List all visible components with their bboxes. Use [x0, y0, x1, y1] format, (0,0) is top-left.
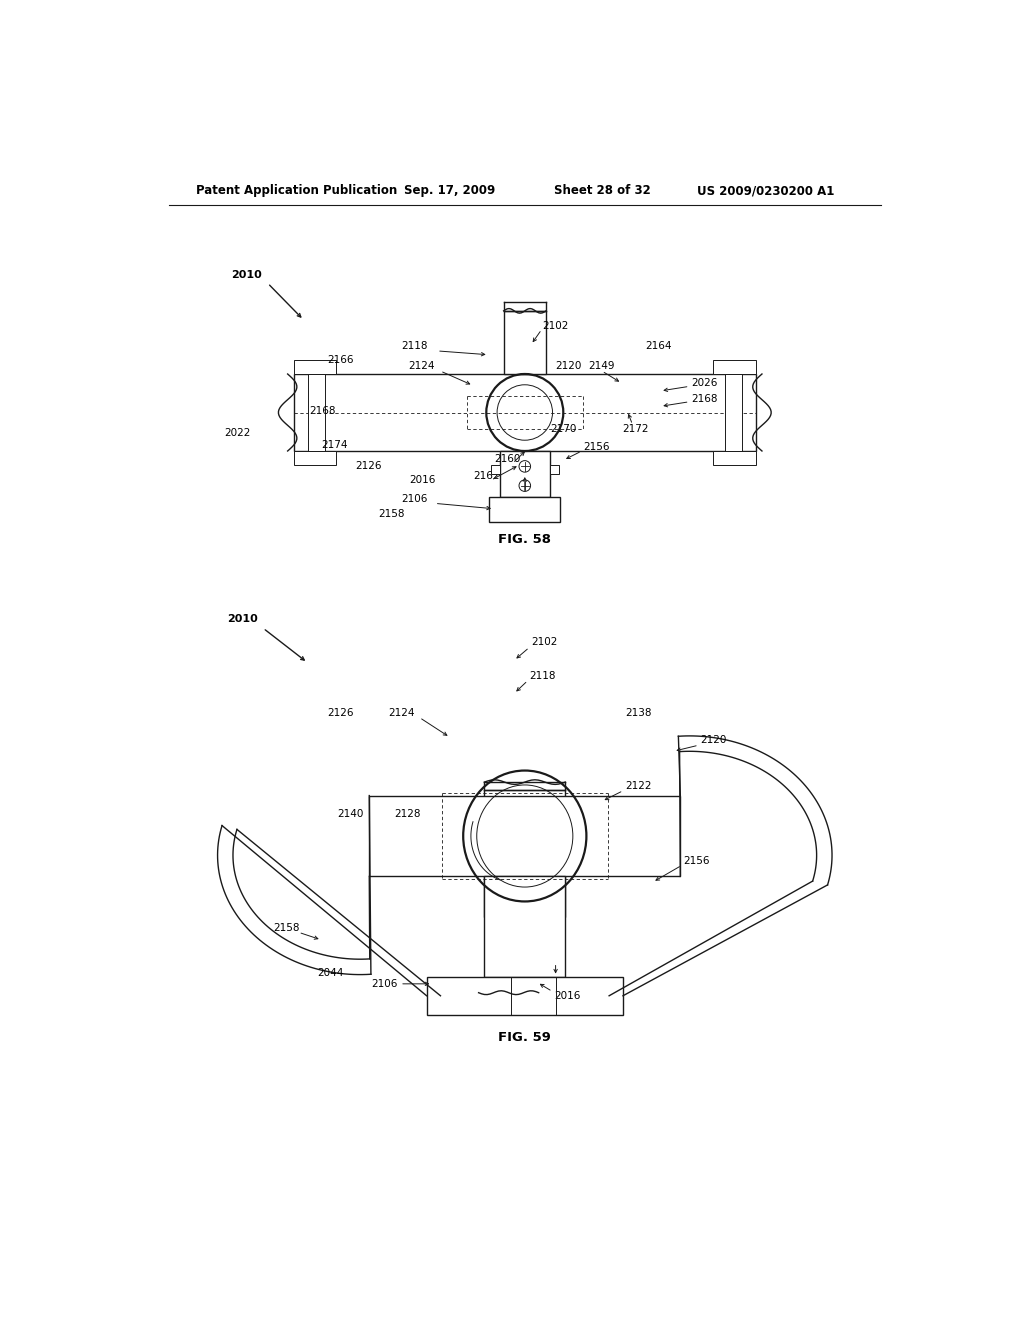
- Text: 2106: 2106: [371, 979, 397, 989]
- Text: 2106: 2106: [401, 494, 428, 504]
- Text: 2016: 2016: [554, 991, 581, 1001]
- Text: 2160: 2160: [494, 454, 520, 463]
- Text: 2016: 2016: [410, 475, 435, 486]
- Text: 2168: 2168: [309, 407, 336, 416]
- Text: 2124: 2124: [388, 708, 415, 718]
- Text: FIG. 59: FIG. 59: [499, 1031, 551, 1044]
- Bar: [294, 374, 756, 451]
- Text: 2158: 2158: [379, 510, 406, 519]
- Bar: [427, 977, 623, 1015]
- Bar: [489, 498, 560, 521]
- Bar: [484, 789, 565, 917]
- Text: Sheet 28 of 32: Sheet 28 of 32: [554, 185, 651, 197]
- Text: 2120: 2120: [556, 362, 582, 371]
- Text: 2118: 2118: [401, 342, 428, 351]
- Text: 2126: 2126: [355, 462, 382, 471]
- Text: 2166: 2166: [327, 355, 353, 366]
- Text: 2126: 2126: [327, 708, 353, 718]
- Text: 2124: 2124: [408, 362, 434, 371]
- Text: 2118: 2118: [529, 671, 556, 681]
- Text: US 2009/0230200 A1: US 2009/0230200 A1: [696, 185, 834, 197]
- Bar: [725, 374, 742, 451]
- Bar: [550, 465, 559, 474]
- Bar: [504, 312, 546, 374]
- Text: 2156: 2156: [584, 442, 610, 453]
- Text: 2044: 2044: [316, 968, 343, 978]
- Text: Patent Application Publication: Patent Application Publication: [196, 185, 397, 197]
- Bar: [490, 465, 500, 474]
- Bar: [294, 360, 336, 374]
- Text: 2172: 2172: [622, 425, 648, 434]
- Text: 2164: 2164: [645, 342, 672, 351]
- Bar: [714, 451, 756, 465]
- Text: 2138: 2138: [625, 708, 651, 718]
- Text: 2010: 2010: [226, 614, 258, 624]
- Text: 2158: 2158: [273, 924, 299, 933]
- Bar: [307, 374, 325, 451]
- Text: 2128: 2128: [394, 809, 421, 820]
- Text: 2170: 2170: [550, 425, 577, 434]
- Text: 2122: 2122: [625, 781, 651, 791]
- Text: 2102: 2102: [531, 638, 557, 647]
- Text: 2010: 2010: [230, 271, 261, 280]
- Text: 2102: 2102: [543, 321, 569, 331]
- Bar: [294, 451, 336, 465]
- Text: FIG. 58: FIG. 58: [499, 533, 551, 546]
- Text: Sep. 17, 2009: Sep. 17, 2009: [403, 185, 496, 197]
- Text: 2168: 2168: [691, 393, 718, 404]
- Bar: [500, 451, 550, 498]
- Bar: [484, 876, 565, 977]
- Text: 2026: 2026: [691, 379, 718, 388]
- Bar: [370, 796, 680, 876]
- Text: 2162: 2162: [473, 471, 500, 480]
- Bar: [714, 360, 756, 374]
- Text: 2022: 2022: [224, 428, 251, 437]
- Text: 2140: 2140: [337, 809, 364, 820]
- Text: 2174: 2174: [322, 440, 348, 450]
- Text: 2156: 2156: [683, 855, 710, 866]
- Text: 2120: 2120: [700, 735, 727, 744]
- Text: 2149: 2149: [589, 362, 615, 371]
